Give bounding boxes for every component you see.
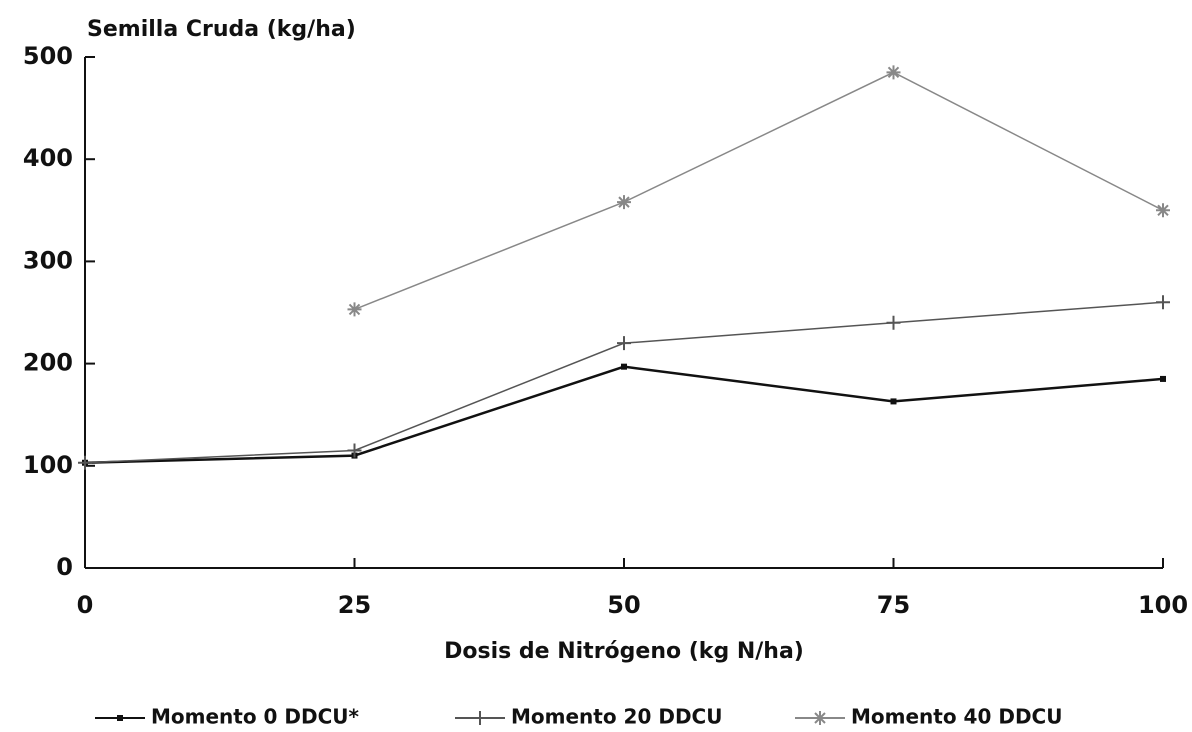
x-tick-label: 50 bbox=[607, 591, 640, 619]
x-tick-label: 75 bbox=[877, 591, 910, 619]
marker bbox=[78, 455, 92, 470]
x-tick-label: 100 bbox=[1138, 591, 1188, 619]
series-line bbox=[354, 71, 1164, 311]
y-tick-label: 500 bbox=[23, 42, 73, 70]
marker bbox=[1156, 203, 1170, 218]
marker bbox=[347, 443, 362, 458]
marker bbox=[473, 711, 487, 725]
y-tick-label: 100 bbox=[23, 451, 73, 479]
y-tick-label: 200 bbox=[23, 349, 73, 377]
marker bbox=[813, 711, 827, 725]
legend-label: Momento 40 DDCU bbox=[851, 705, 1062, 729]
marker bbox=[617, 336, 631, 351]
marker bbox=[890, 398, 897, 405]
x-tick-label: 0 bbox=[77, 591, 94, 619]
legend-label: Momento 0 DDCU* bbox=[151, 705, 360, 729]
y-tick-label: 400 bbox=[23, 144, 73, 172]
marker bbox=[347, 302, 362, 317]
series-line bbox=[84, 365, 1164, 464]
marker bbox=[621, 363, 627, 370]
series-line bbox=[84, 301, 1164, 464]
marker bbox=[1160, 375, 1166, 382]
marker bbox=[117, 715, 123, 721]
marker bbox=[886, 315, 901, 330]
x-tick-label: 25 bbox=[338, 591, 371, 619]
marker bbox=[1156, 295, 1170, 310]
legend-label: Momento 20 DDCU bbox=[511, 705, 722, 729]
x-axis-label: Dosis de Nitrógeno (kg N/ha) bbox=[444, 639, 804, 664]
chart-title: Semilla Cruda (kg/ha) bbox=[87, 17, 356, 42]
marker bbox=[886, 65, 901, 80]
marker bbox=[617, 195, 631, 210]
y-tick-label: 0 bbox=[56, 553, 73, 581]
y-tick-label: 300 bbox=[23, 246, 73, 274]
